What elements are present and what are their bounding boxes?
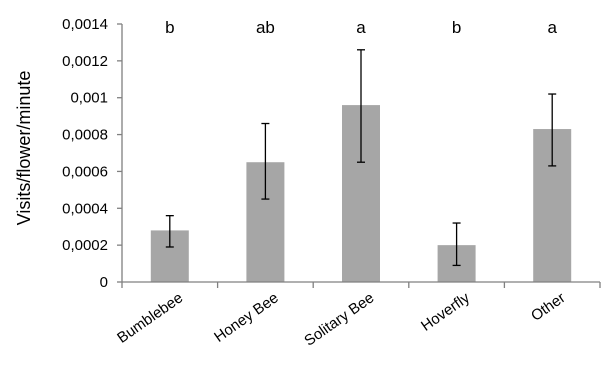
bars-group <box>150 105 572 282</box>
y-tick-label: 0,0014 <box>62 16 108 33</box>
y-tick-label: 0,0006 <box>62 163 108 180</box>
significance-label: a <box>547 18 557 37</box>
y-tick-label: 0,0008 <box>62 127 108 144</box>
x-category-label: Solitary Bee <box>301 289 377 349</box>
y-tick-label: 0,0012 <box>62 53 108 70</box>
significance-label: b <box>165 18 174 37</box>
y-tick-label: 0,001 <box>70 90 108 107</box>
error-bar <box>452 222 461 267</box>
y-tick-label: 0,0004 <box>62 200 108 217</box>
x-category-label: Honey Bee <box>211 289 282 345</box>
significance-labels-group: b ab a b a <box>165 18 557 37</box>
significance-label: ab <box>256 18 275 37</box>
error-bar <box>165 215 174 248</box>
x-category-label: Hoverfly <box>418 289 473 335</box>
significance-label: b <box>452 18 461 37</box>
error-bar <box>548 93 557 167</box>
x-category-label: Bumblebee <box>114 289 186 346</box>
significance-label: a <box>356 18 366 37</box>
y-tick-label: 0,0002 <box>62 237 108 254</box>
error-bars-group <box>165 49 557 267</box>
error-bar <box>357 49 365 163</box>
error-bar <box>261 122 270 200</box>
y-tick-label: 0 <box>100 274 108 291</box>
x-axis-labels-group: Bumblebee Honey Bee Solitary Bee Hoverfly Ot… <box>114 282 601 350</box>
x-category-label: Other <box>528 289 568 324</box>
y-axis-title: Visits/flower/minute <box>14 71 34 226</box>
y-axis: 0 0,0002 0,0004 0,0006 0,0008 0,001 0,0012 0,00… <box>62 16 122 291</box>
